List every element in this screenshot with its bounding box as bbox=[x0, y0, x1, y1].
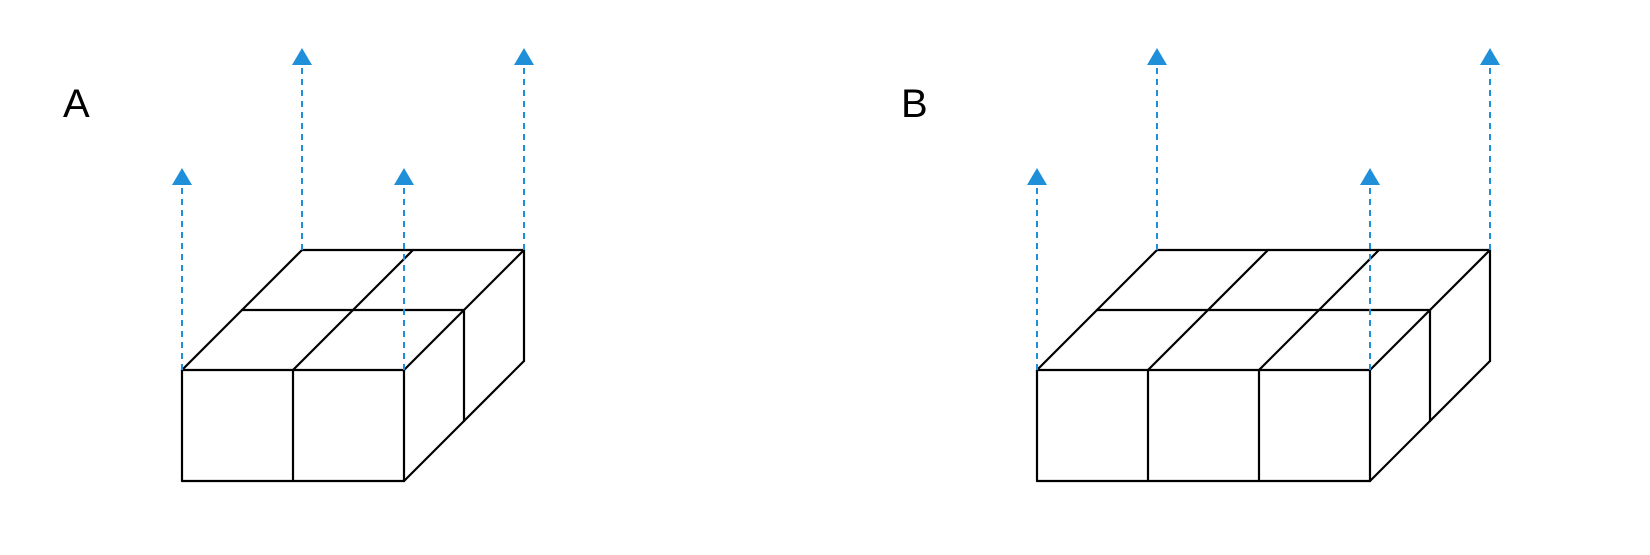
up-arrow-head bbox=[1027, 168, 1047, 185]
up-arrow-head bbox=[514, 48, 534, 65]
up-arrow-head bbox=[292, 48, 312, 65]
top-oblique-edge bbox=[1035, 248, 1159, 372]
panel-a-arrows bbox=[172, 48, 534, 370]
top-oblique-edge bbox=[291, 248, 415, 372]
side-bottom-oblique-edge bbox=[1368, 359, 1492, 483]
up-arrow-head bbox=[394, 168, 414, 185]
top-oblique-edge bbox=[1146, 248, 1270, 372]
panel-b-arrows bbox=[1027, 48, 1500, 370]
panel-b-label: B bbox=[901, 82, 928, 126]
panel-b: B bbox=[901, 48, 1500, 483]
panel-a-block bbox=[180, 248, 526, 483]
panel-a: A bbox=[63, 48, 534, 483]
side-bottom-oblique-edge bbox=[402, 359, 526, 483]
panel-b-block bbox=[1035, 248, 1492, 483]
top-oblique-edge bbox=[1257, 248, 1381, 372]
up-arrow-head bbox=[1480, 48, 1500, 65]
up-arrow-head bbox=[172, 168, 192, 185]
up-arrow-head bbox=[1360, 168, 1380, 185]
up-arrow-head bbox=[1147, 48, 1167, 65]
top-oblique-edge bbox=[180, 248, 304, 372]
panel-a-label: A bbox=[63, 82, 90, 126]
